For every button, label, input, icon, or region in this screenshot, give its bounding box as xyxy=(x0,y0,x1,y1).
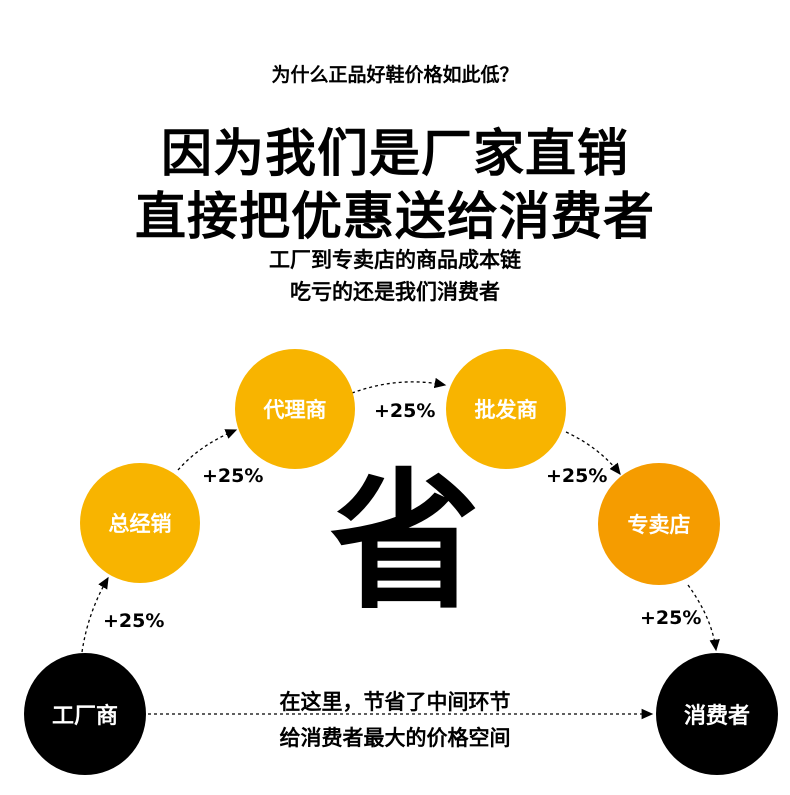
arrow-wholesale-to-store xyxy=(565,431,621,476)
bottom-text-line-2: 给消费者最大的价格空间 xyxy=(279,726,511,750)
node-store: 专卖店 xyxy=(598,463,720,585)
markup-label: +25% xyxy=(640,607,702,629)
markup-label: +25% xyxy=(103,610,165,632)
node-wholesaler: 批发商 xyxy=(446,349,566,469)
arrow-factory-to-general xyxy=(81,576,109,653)
bottom-text-line-1: 在这里，节省了中间环节 xyxy=(279,690,511,714)
subtitle-line-1: 工厂到专卖店的商品成本链 xyxy=(269,248,521,272)
subtitle-line-2: 吃亏的还是我们消费者 xyxy=(290,280,500,304)
headline-line-2: 直接把优惠送给消费者 xyxy=(134,188,655,247)
markup-label: +25% xyxy=(202,465,264,487)
arrow-store-to-consumer xyxy=(687,584,720,652)
headline-line-1: 因为我们是厂家直销 xyxy=(160,125,629,184)
node-general-distributor: 总经销 xyxy=(80,463,200,583)
markup-label: +25% xyxy=(374,400,436,422)
arrow-agent-to-wholesale xyxy=(351,377,447,394)
arrow-general-to-agent xyxy=(177,429,238,471)
markup-label: +25% xyxy=(546,465,608,487)
question-text: 为什么正品好鞋价格如此低？ xyxy=(271,64,519,86)
node-agent: 代理商 xyxy=(235,349,355,469)
center-save-character: 省 xyxy=(329,456,480,630)
node-consumer: 消费者 xyxy=(656,653,778,775)
node-factory: 工厂商 xyxy=(24,653,146,775)
